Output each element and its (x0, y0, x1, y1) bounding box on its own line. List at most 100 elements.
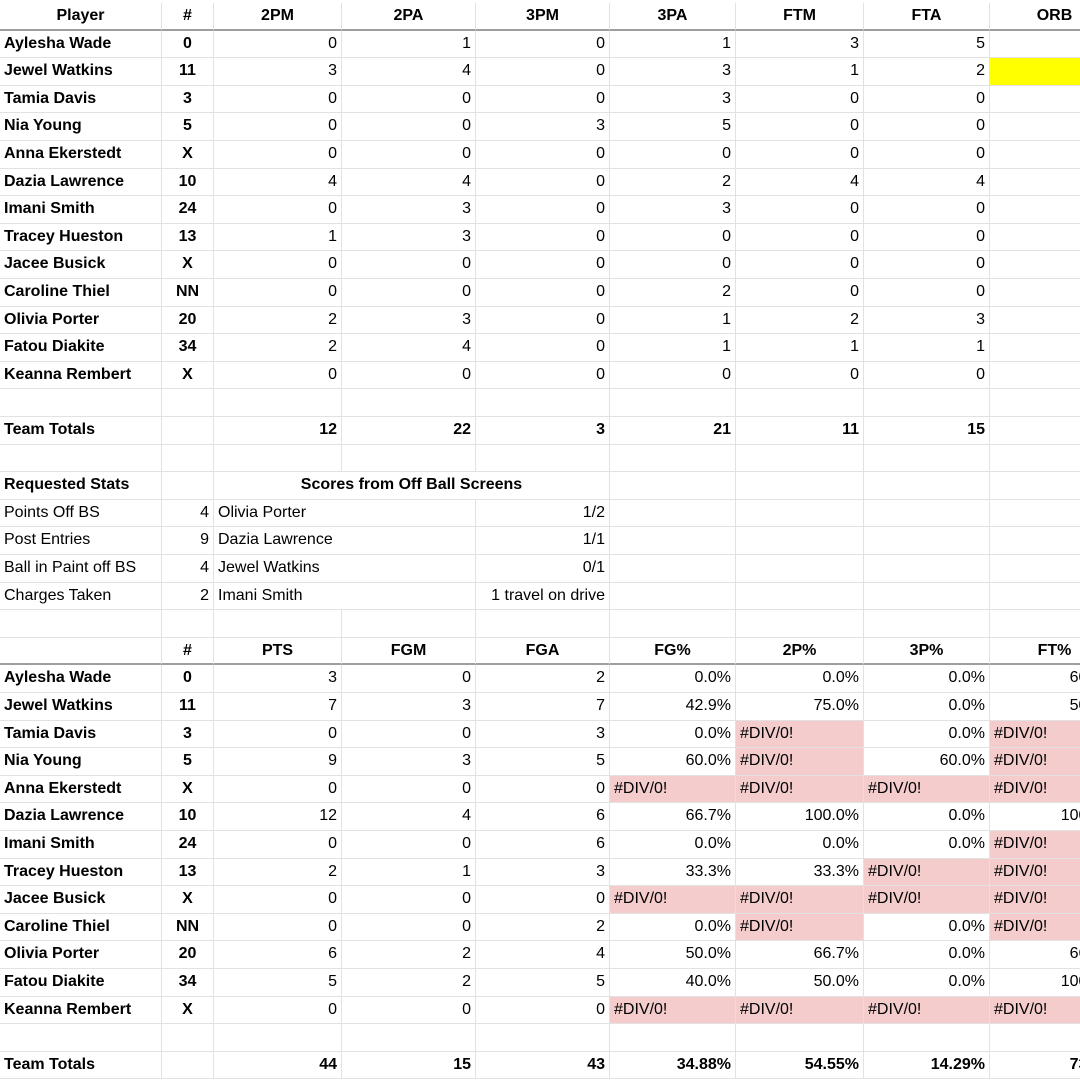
stat-cell[interactable]: 0 (214, 886, 342, 914)
team-total-cell[interactable]: 34.88% (610, 1051, 736, 1080)
stat-cell[interactable]: 4 (342, 334, 476, 362)
stat-cell[interactable] (990, 196, 1080, 224)
column-header[interactable]: 3P% (864, 637, 990, 666)
stat-cell[interactable]: 100.0% (990, 803, 1080, 831)
requested-stat-value[interactable]: 2 (162, 582, 214, 611)
screen-player-name[interactable]: Dazia Lawrence (214, 527, 476, 555)
stat-cell[interactable]: 0 (342, 831, 476, 859)
empty-cell[interactable] (214, 1024, 342, 1052)
stat-cell[interactable]: 3 (342, 223, 476, 252)
stat-cell[interactable]: 0.0% (610, 913, 736, 942)
error-cell[interactable]: #DIV/0! (610, 996, 736, 1025)
column-header[interactable]: FGA (476, 637, 610, 666)
empty-cell[interactable] (736, 582, 864, 611)
stat-cell[interactable]: 0 (476, 334, 610, 362)
empty-cell[interactable] (610, 555, 736, 583)
stat-cell[interactable]: 0.0% (736, 831, 864, 859)
stat-cell[interactable]: 0 (342, 361, 476, 390)
stat-cell[interactable]: 50.0% (736, 969, 864, 997)
empty-cell[interactable] (162, 444, 214, 473)
stat-cell[interactable]: 33.3% (736, 858, 864, 887)
empty-cell[interactable] (736, 499, 864, 528)
stat-cell[interactable]: X (162, 886, 214, 914)
error-cell[interactable]: #DIV/0! (990, 831, 1080, 859)
stat-cell[interactable]: 2 (476, 665, 610, 693)
stat-cell[interactable]: X (162, 775, 214, 804)
stat-cell[interactable]: 33.3% (610, 858, 736, 887)
stat-cell[interactable]: 0 (214, 85, 342, 114)
stat-cell[interactable]: 0 (214, 720, 342, 749)
stat-cell[interactable]: 5 (476, 969, 610, 997)
stat-cell[interactable]: 2 (610, 279, 736, 307)
team-total-cell[interactable]: 15 (342, 1051, 476, 1080)
requested-stat-label[interactable]: Points Off BS (0, 499, 162, 528)
stat-cell[interactable]: 66.7% (610, 803, 736, 831)
stat-cell[interactable]: 0 (736, 85, 864, 114)
stat-cell[interactable]: 0.0% (864, 665, 990, 693)
stat-cell[interactable]: 0 (736, 113, 864, 141)
stat-cell[interactable]: 0 (476, 996, 610, 1025)
stat-cell[interactable]: 0 (342, 913, 476, 942)
stat-cell[interactable]: 4 (736, 168, 864, 197)
stat-cell[interactable]: 3 (610, 85, 736, 114)
stat-cell[interactable]: 0.0% (864, 831, 990, 859)
stat-cell[interactable]: 3 (476, 113, 610, 141)
stat-cell[interactable]: 3 (476, 720, 610, 749)
stat-cell[interactable]: 0 (214, 113, 342, 141)
stat-cell[interactable]: 0 (214, 30, 342, 59)
team-total-cell[interactable]: 14.29% (864, 1051, 990, 1080)
stat-cell[interactable]: 0 (342, 251, 476, 279)
team-total-cell[interactable] (990, 417, 1080, 445)
error-cell[interactable]: #DIV/0! (610, 886, 736, 914)
stat-cell[interactable]: 0 (864, 141, 990, 169)
stat-cell[interactable]: 3 (214, 58, 342, 86)
stat-cell[interactable]: 66.7% (736, 941, 864, 969)
stat-cell[interactable]: 1 (342, 858, 476, 887)
stat-cell[interactable]: 3 (342, 306, 476, 335)
stat-cell[interactable]: 0 (610, 361, 736, 390)
team-total-cell[interactable]: 21 (610, 417, 736, 445)
error-cell[interactable]: #DIV/0! (736, 996, 864, 1025)
empty-cell[interactable] (610, 582, 736, 611)
player-name-cell[interactable]: Jewel Watkins (0, 58, 162, 86)
team-total-cell[interactable]: 22 (342, 417, 476, 445)
player-name-cell[interactable]: Dazia Lawrence (0, 168, 162, 197)
stat-cell[interactable] (990, 279, 1080, 307)
stat-cell[interactable]: 0 (342, 141, 476, 169)
empty-cell[interactable] (610, 389, 736, 417)
empty-cell[interactable] (610, 527, 736, 555)
empty-cell[interactable] (342, 444, 476, 473)
empty-cell[interactable] (162, 610, 214, 638)
team-total-cell[interactable]: 44 (214, 1051, 342, 1080)
stat-cell[interactable]: 0 (214, 251, 342, 279)
stat-cell[interactable]: 4 (342, 58, 476, 86)
stat-cell[interactable]: 0.0% (864, 969, 990, 997)
stat-cell[interactable]: 0.0% (610, 720, 736, 749)
stat-cell[interactable]: 0.0% (736, 665, 864, 693)
error-cell[interactable]: #DIV/0! (736, 720, 864, 749)
stat-cell[interactable]: X (162, 996, 214, 1025)
error-cell[interactable]: #DIV/0! (990, 748, 1080, 776)
stat-cell[interactable]: 40.0% (610, 969, 736, 997)
screen-player-name[interactable]: Imani Smith (214, 582, 476, 611)
stat-cell[interactable] (990, 113, 1080, 141)
player-name-cell[interactable]: Olivia Porter (0, 306, 162, 335)
stat-cell[interactable]: 0.0% (864, 720, 990, 749)
empty-cell[interactable] (162, 389, 214, 417)
stat-cell[interactable]: 0.0% (864, 693, 990, 721)
stat-cell[interactable]: 0 (342, 279, 476, 307)
stat-cell[interactable]: 3 (610, 196, 736, 224)
player-name-cell[interactable]: Imani Smith (0, 196, 162, 224)
stat-cell[interactable]: 100.0% (736, 803, 864, 831)
stat-cell[interactable]: 0 (736, 279, 864, 307)
requested-stat-label[interactable]: Charges Taken (0, 582, 162, 611)
empty-cell[interactable] (476, 610, 610, 638)
stat-cell[interactable]: 0 (476, 30, 610, 59)
stat-cell[interactable]: 13 (162, 858, 214, 887)
stat-cell[interactable]: 50.0% (990, 693, 1080, 721)
empty-cell[interactable] (990, 610, 1080, 638)
team-totals-label[interactable]: Team Totals (0, 417, 162, 445)
empty-cell[interactable] (990, 472, 1080, 500)
stat-cell[interactable] (990, 251, 1080, 279)
stat-cell[interactable]: 0 (476, 168, 610, 197)
